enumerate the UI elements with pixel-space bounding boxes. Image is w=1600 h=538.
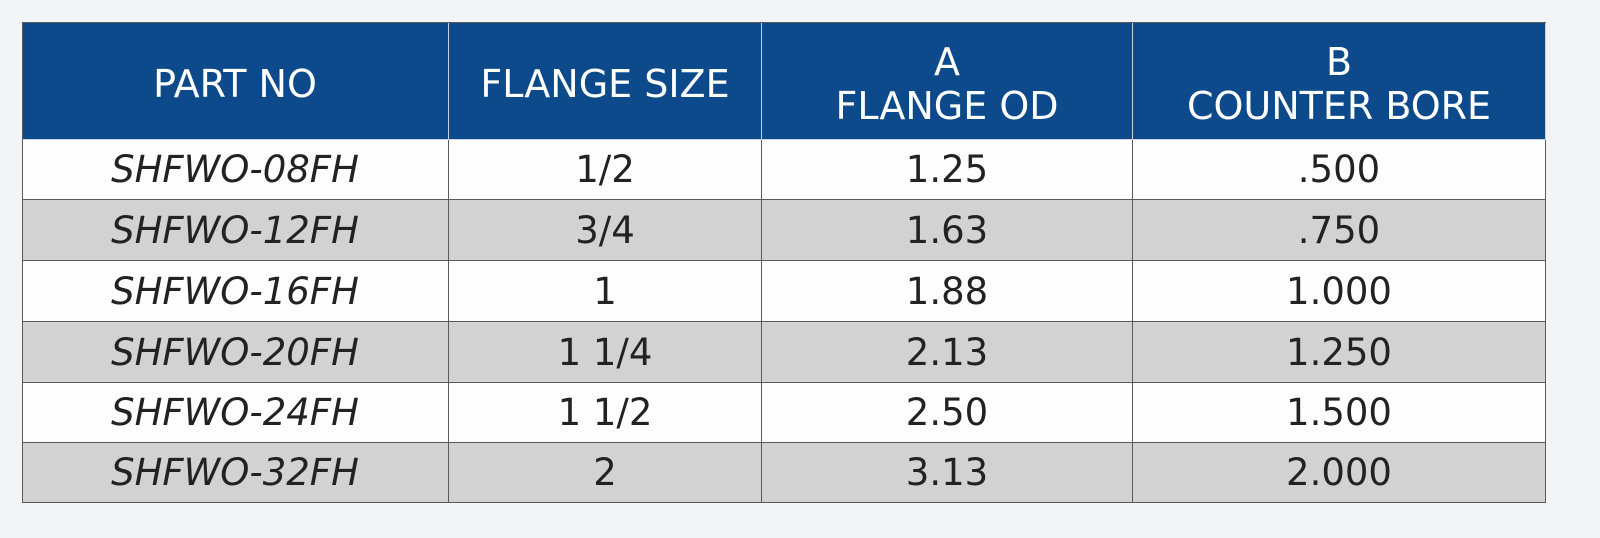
header-text: B	[1325, 39, 1353, 84]
table-cell: 2.13	[762, 322, 1133, 383]
table-cell: 1.25	[762, 140, 1133, 200]
cell-text: 1.63	[905, 208, 989, 252]
part-number: SHFWO-32FH	[111, 451, 359, 494]
table-cell: 1	[449, 261, 762, 322]
table-cell: SHFWO-12FH	[22, 200, 449, 261]
header-cell: B COUNTER BORE	[1133, 22, 1546, 140]
table-cell: 1 1/4	[449, 322, 762, 383]
table-cell: 1.500	[1133, 383, 1546, 443]
cell-text: 1	[593, 269, 617, 313]
table-cell: SHFWO-24FH	[22, 383, 449, 443]
table-cell: 2.50	[762, 383, 1133, 443]
table-cell: SHFWO-32FH	[22, 443, 449, 503]
cell-text: 2.50	[905, 391, 989, 434]
part-number: SHFWO-20FH	[111, 330, 359, 374]
table-cell: 1/2	[449, 140, 762, 200]
table-cell: 2.000	[1133, 443, 1546, 503]
table-cell: .500	[1133, 140, 1546, 200]
cell-text: 3.13	[905, 451, 989, 494]
header-cell: A FLANGE OD	[762, 22, 1133, 140]
cell-text: 3/4	[575, 208, 635, 252]
table-cell: 3.13	[762, 443, 1133, 503]
table-cell: 1.000	[1133, 261, 1546, 322]
table-cell: SHFWO-16FH	[22, 261, 449, 322]
table-cell: 1.250	[1133, 322, 1546, 383]
cell-text: .500	[1297, 148, 1381, 191]
header-cell: PART NO	[22, 22, 449, 140]
table-cell: .750	[1133, 200, 1546, 261]
table-cell: SHFWO-20FH	[22, 322, 449, 383]
cell-text: 2.13	[905, 330, 989, 374]
cell-text: 1 1/2	[557, 391, 653, 434]
header-text: A	[934, 39, 960, 84]
cell-text: 1.25	[905, 148, 989, 191]
cell-text: 1.88	[905, 269, 989, 313]
table-cell: 1 1/2	[449, 383, 762, 443]
header-text: PART NO	[153, 61, 317, 106]
table-cell: 2	[449, 443, 762, 503]
table-cell: 1.63	[762, 200, 1133, 261]
cell-text: 1 1/4	[557, 330, 653, 374]
table-cell: 1.88	[762, 261, 1133, 322]
part-number: SHFWO-16FH	[111, 269, 359, 313]
cell-text: .750	[1297, 208, 1381, 252]
part-number: SHFWO-24FH	[111, 391, 359, 434]
table-cell: 3/4	[449, 200, 762, 261]
part-number: SHFWO-12FH	[111, 208, 359, 252]
header-text: COUNTER BORE	[1186, 83, 1492, 128]
header-text: FLANGE SIZE	[480, 61, 730, 106]
cell-text: 1.250	[1286, 330, 1392, 374]
cell-text: 1.500	[1286, 391, 1392, 434]
header-cell: FLANGE SIZE	[449, 22, 762, 140]
cell-text: 2.000	[1286, 451, 1392, 494]
header-text: FLANGE OD	[835, 83, 1059, 128]
cell-text: 1.000	[1286, 269, 1392, 313]
cell-text: 2	[593, 451, 617, 494]
table-cell: SHFWO-08FH	[22, 140, 449, 200]
part-number: SHFWO-08FH	[111, 148, 359, 191]
cell-text: 1/2	[575, 148, 635, 191]
